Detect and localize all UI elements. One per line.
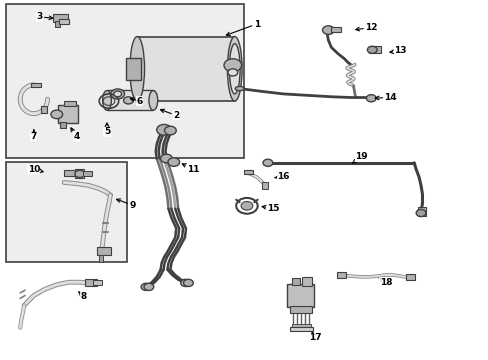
- Circle shape: [183, 279, 193, 287]
- Circle shape: [366, 95, 375, 102]
- Bar: [261, 182, 268, 189]
- Circle shape: [224, 59, 241, 72]
- Text: 13: 13: [389, 46, 406, 55]
- Ellipse shape: [130, 37, 144, 101]
- Bar: [289, 306, 311, 313]
- Bar: [107, 90, 153, 110]
- Bar: [287, 284, 314, 307]
- Bar: [53, 14, 68, 22]
- Circle shape: [167, 158, 179, 166]
- Text: 6: 6: [130, 96, 142, 105]
- Text: 12: 12: [355, 23, 377, 32]
- Text: 4: 4: [71, 128, 79, 141]
- Bar: [93, 280, 102, 285]
- Circle shape: [144, 283, 154, 291]
- Bar: [84, 279, 97, 286]
- Bar: [330, 27, 340, 32]
- Circle shape: [164, 126, 176, 135]
- Text: 16: 16: [274, 172, 289, 181]
- Text: 1: 1: [226, 19, 259, 36]
- Bar: [302, 277, 311, 286]
- Bar: [99, 255, 103, 262]
- Bar: [97, 247, 111, 255]
- Bar: [41, 106, 46, 113]
- Bar: [368, 46, 380, 53]
- Text: 2: 2: [160, 109, 179, 120]
- Bar: [137, 37, 234, 101]
- Ellipse shape: [149, 90, 158, 110]
- Circle shape: [75, 170, 84, 177]
- Bar: [292, 278, 299, 285]
- Text: 11: 11: [182, 164, 199, 174]
- Bar: [59, 19, 69, 24]
- Text: 14: 14: [374, 93, 396, 102]
- Bar: [292, 324, 310, 328]
- Bar: [126, 58, 141, 80]
- Bar: [75, 169, 83, 178]
- Bar: [417, 207, 426, 216]
- Bar: [5, 4, 244, 158]
- Bar: [31, 83, 41, 87]
- Ellipse shape: [235, 86, 244, 91]
- Bar: [64, 101, 76, 107]
- Circle shape: [227, 69, 237, 76]
- Circle shape: [180, 279, 190, 287]
- Bar: [55, 22, 60, 27]
- Bar: [58, 105, 78, 123]
- Circle shape: [123, 97, 133, 104]
- Text: 3: 3: [37, 12, 53, 21]
- Circle shape: [141, 283, 151, 291]
- Circle shape: [366, 46, 376, 53]
- Text: 7: 7: [31, 130, 37, 141]
- Text: 17: 17: [308, 332, 321, 342]
- Bar: [64, 170, 76, 176]
- Circle shape: [263, 159, 272, 166]
- Bar: [82, 171, 92, 176]
- Ellipse shape: [229, 44, 240, 94]
- Text: 19: 19: [352, 152, 367, 163]
- Text: 10: 10: [28, 165, 43, 174]
- Circle shape: [415, 210, 425, 217]
- Circle shape: [157, 125, 171, 135]
- Circle shape: [111, 89, 124, 99]
- Circle shape: [51, 110, 62, 119]
- Circle shape: [322, 26, 333, 35]
- Ellipse shape: [227, 37, 242, 101]
- Text: 5: 5: [103, 123, 110, 136]
- Bar: [336, 272, 345, 278]
- Text: 8: 8: [79, 292, 86, 301]
- Text: 9: 9: [116, 199, 135, 210]
- Text: 18: 18: [378, 278, 391, 287]
- Ellipse shape: [102, 90, 111, 110]
- Circle shape: [241, 202, 252, 210]
- Bar: [243, 170, 253, 174]
- Circle shape: [114, 91, 122, 97]
- Bar: [60, 122, 66, 128]
- Text: 15: 15: [262, 204, 280, 213]
- Bar: [5, 162, 127, 262]
- Circle shape: [160, 154, 172, 163]
- Bar: [406, 274, 414, 280]
- Bar: [289, 327, 313, 331]
